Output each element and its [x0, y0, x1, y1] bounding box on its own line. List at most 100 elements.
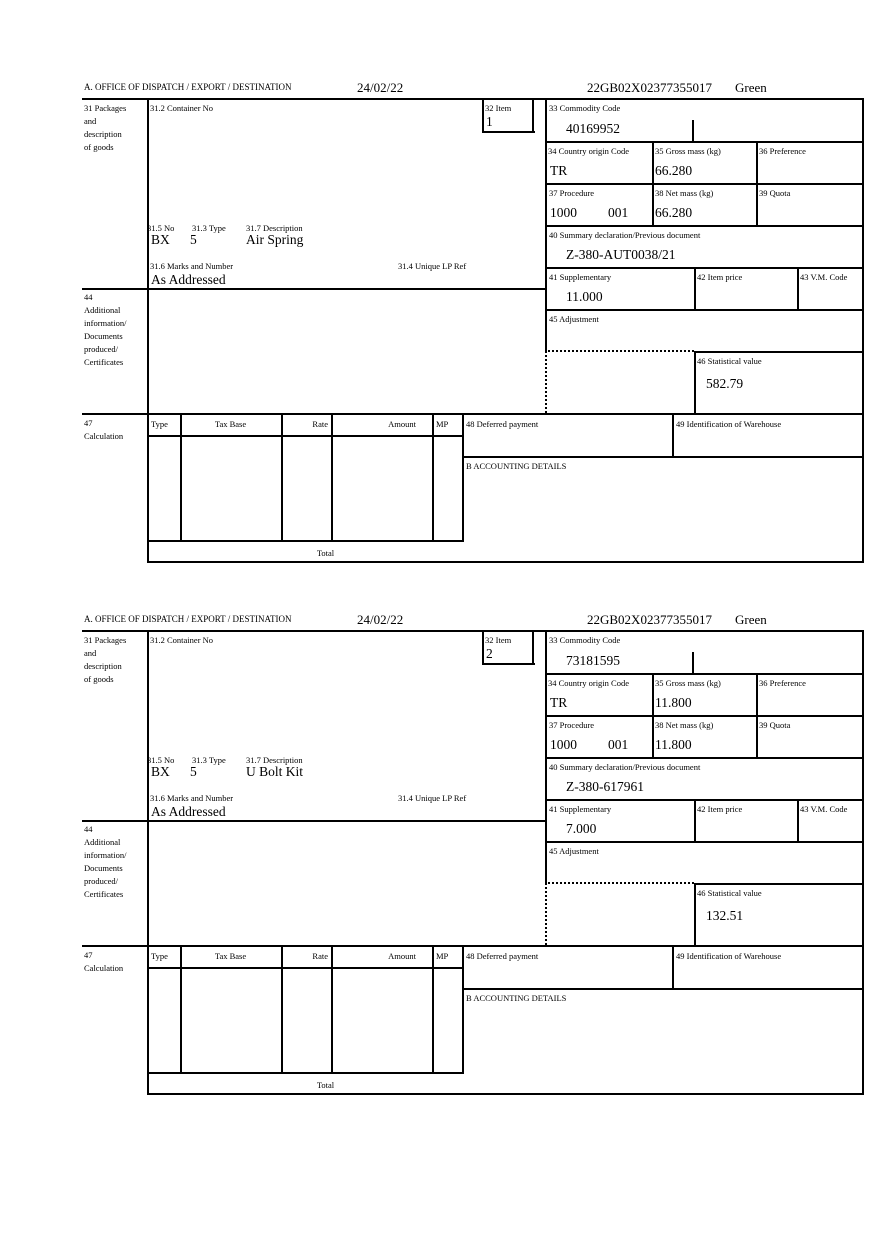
calc-col-rule: [432, 413, 434, 542]
calc-col-rule: [281, 413, 283, 542]
item-price-label: 42 Item price: [697, 272, 743, 282]
total-label: Total: [316, 1080, 335, 1090]
procedure-label: 37 Procedure: [549, 188, 595, 198]
package-type: 5: [190, 764, 197, 779]
gross-mass: 11.800: [655, 695, 692, 710]
country-label: 34 Country origin Code: [548, 678, 629, 688]
calc-col-rule: [462, 945, 464, 1074]
supplementary-label: 41 Supplementary: [549, 804, 612, 814]
right-row-rule: [545, 841, 864, 843]
right-row-rule: [545, 183, 864, 185]
item-box-left: [482, 630, 484, 665]
statistical-left: [694, 351, 696, 415]
goods-item-form: A. OFFICE OF DISPATCH / EXPORT / DESTINA…: [0, 0, 882, 563]
dotted-rule: [545, 883, 547, 945]
dotted-rule: [545, 350, 694, 352]
calc-col-tax-base: Tax Base: [214, 419, 247, 429]
gross-label: 35 Gross mass (kg): [655, 678, 721, 688]
declaration-reference: 22GB02X02377355017: [587, 612, 712, 627]
col-rule: [694, 799, 696, 843]
procedure-label: 37 Procedure: [549, 720, 595, 730]
calc-col-type: Type: [151, 951, 168, 961]
box44-label: Additional: [84, 837, 121, 847]
summary-document: Z-380-617961: [566, 779, 644, 794]
calc-col-rule: [281, 945, 283, 1074]
box47-label: 47: [84, 950, 93, 960]
right-row-rule: [545, 673, 864, 675]
right-row-rule: [545, 757, 864, 759]
col-rule: [652, 141, 654, 227]
gross-mass: 66.280: [655, 163, 693, 178]
calc-col-rule: [180, 413, 182, 542]
item-label: 32 Item: [485, 635, 512, 645]
warehouse-label: 49 Identification of Warehouse: [676, 419, 782, 429]
commodity-code: 40169952: [566, 121, 620, 136]
container-no-label: 31.2 Container No: [150, 103, 214, 113]
box31-label: description: [84, 129, 122, 139]
right-row-rule: [545, 309, 864, 311]
net-mass: 66.280: [655, 205, 693, 220]
box44-label: produced/: [84, 876, 118, 886]
summary-document: Z-380-AUT0038/21: [566, 247, 676, 262]
statistical-label: 46 Statistical value: [697, 356, 762, 366]
container-no-label: 31.2 Container No: [150, 635, 214, 645]
box44-label: Documents: [84, 331, 123, 341]
country-code: TR: [550, 163, 568, 178]
rule-44: [82, 820, 547, 822]
statistical-value: 132.51: [706, 908, 744, 923]
rule-44: [82, 288, 547, 290]
box31-label: and: [84, 116, 97, 126]
item-number: 1: [486, 114, 493, 129]
marks-label: 31.6 Marks and Number: [150, 261, 234, 271]
calc-col-rate: Rate: [312, 951, 328, 961]
marks-value: As Addressed: [151, 272, 226, 287]
calc-col-mp: MP: [436, 419, 449, 429]
declaration-reference: 22GB02X02377355017: [587, 80, 712, 95]
supplementary-units: 11.000: [566, 289, 603, 304]
box44-label: Additional: [84, 305, 121, 315]
commodity-code: 73181595: [566, 653, 620, 668]
calc-header-rule: [147, 435, 464, 437]
statistical-left: [694, 883, 696, 947]
col-rule: [756, 673, 758, 759]
calc-col-rule: [432, 945, 434, 1074]
preference-label: 36 Preference: [759, 146, 806, 156]
country-label: 34 Country origin Code: [548, 146, 629, 156]
adjustment-label: 45 Adjustment: [549, 846, 599, 856]
quota-label: 39 Quota: [759, 720, 791, 730]
summary-label: 40 Summary declaration/Previous document: [549, 762, 701, 772]
marks-value: As Addressed: [151, 804, 226, 819]
calc-col-amount: Amount: [388, 419, 416, 429]
right-row-rule: [545, 141, 864, 143]
col-rule: [694, 267, 696, 311]
box31-label: of goods: [84, 674, 114, 684]
statistical-value: 582.79: [706, 376, 744, 391]
procedure-code: 1000: [550, 205, 577, 220]
item-box-right: [532, 630, 534, 665]
right-row-rule: [545, 225, 864, 227]
bottom-rule: [147, 561, 864, 563]
item-price-label: 42 Item price: [697, 804, 743, 814]
box44-label: Certificates: [84, 889, 124, 899]
goods-description: Air Spring: [246, 232, 304, 247]
col-rule: [652, 673, 654, 759]
box44-label: 44: [84, 824, 93, 834]
box31-label: and: [84, 648, 97, 658]
col-rule: [756, 141, 758, 227]
right-row-rule: [545, 715, 864, 717]
gross-label: 35 Gross mass (kg): [655, 146, 721, 156]
left-column-rule: [147, 630, 149, 1095]
procedure-additional: 001: [608, 205, 629, 220]
commodity-divider: [692, 652, 694, 675]
box47-label: Calculation: [84, 963, 124, 973]
item-box-right: [532, 98, 534, 133]
goods-description: U Bolt Kit: [246, 764, 304, 779]
deferred-label: 48 Deferred payment: [466, 419, 539, 429]
statistical-label: 46 Statistical value: [697, 888, 762, 898]
commodity-divider: [692, 120, 694, 143]
dotted-rule: [545, 882, 694, 884]
deferred-label: 48 Deferred payment: [466, 951, 539, 961]
item-label: 32 Item: [485, 103, 512, 113]
vm-code-label: 43 V.M. Code: [800, 804, 848, 814]
calc-col-mp: MP: [436, 951, 449, 961]
